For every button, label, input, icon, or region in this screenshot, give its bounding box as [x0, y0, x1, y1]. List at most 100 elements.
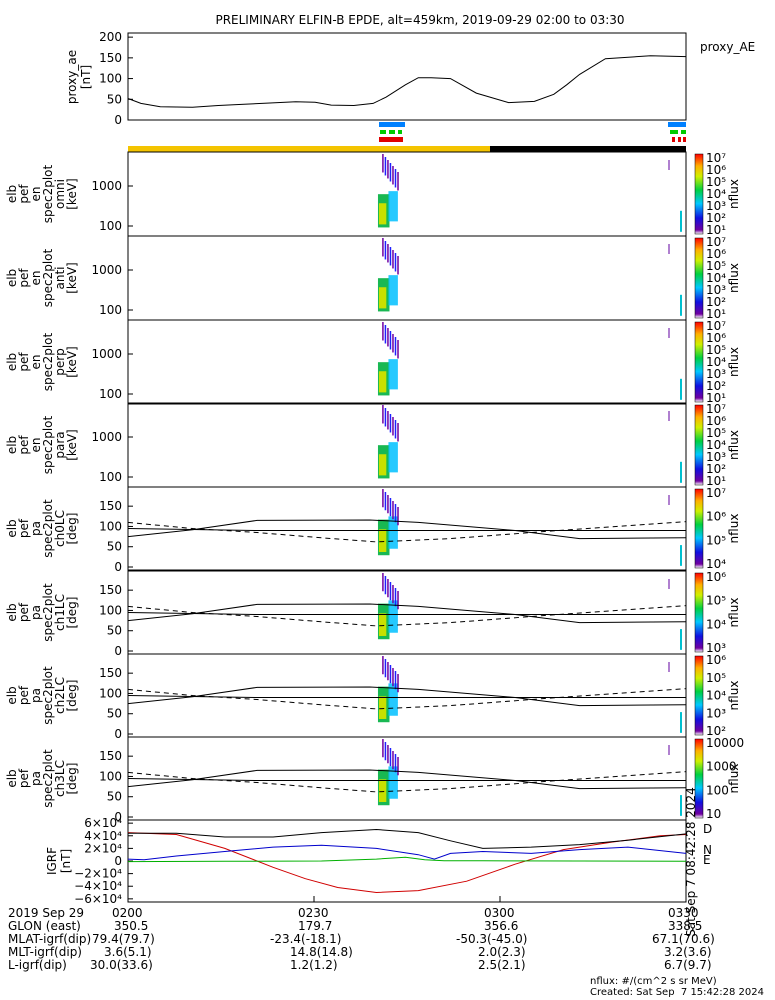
pa-ylabel: pa	[29, 605, 43, 620]
glon-0330: 338.5	[668, 919, 703, 933]
proxy-ae-ylabel: proxy_ae	[65, 50, 79, 104]
flux-streak	[387, 160, 389, 179]
energy-tick-100: 100	[99, 387, 122, 401]
pa-ylabel: [deg]	[65, 680, 79, 712]
flux-streak	[382, 405, 384, 424]
perp-line	[127, 612, 686, 615]
flux-streak	[389, 163, 392, 182]
flux-streak	[392, 668, 394, 687]
pa-ylabel: elb	[5, 603, 19, 621]
pa-tick: 0	[114, 727, 122, 741]
glon-0300: 356.6	[484, 919, 519, 933]
proxy-ae-unit: [nT]	[79, 65, 93, 89]
colorbar-4	[694, 488, 704, 569]
pa-ylabel: pa	[29, 521, 43, 536]
flux-streak	[394, 169, 397, 188]
flux-streak	[387, 579, 389, 598]
pa-tick: 100	[99, 769, 122, 783]
edge-flux	[680, 545, 682, 566]
energy-ylabel: elb	[5, 269, 19, 287]
flux-peak	[378, 203, 387, 225]
night-zone-bar	[490, 146, 686, 152]
colorbar-tick: 10⁷	[706, 319, 726, 333]
flux-peak	[378, 454, 387, 476]
pa-tick: 150	[99, 499, 122, 513]
flux-streak	[384, 576, 387, 595]
igrf-ytick: 2×10⁴	[84, 841, 122, 855]
colorbar-tick: 10³	[706, 283, 726, 297]
pa-ylabel: spec2plot	[41, 583, 55, 642]
igrf-ylabel: IGRF	[45, 847, 59, 875]
flux-peak	[378, 613, 387, 636]
pa-ylabel: spec2plot	[41, 666, 55, 725]
perp-line	[127, 778, 686, 781]
flux-streak	[392, 166, 394, 185]
colorbar-7	[694, 738, 704, 819]
pa-ylabel: pa	[29, 688, 43, 703]
flux-streak	[394, 671, 397, 690]
red-bar-2a	[672, 137, 675, 142]
colorbar-tick: 10³	[706, 199, 726, 213]
proxy-ae-legend: proxy_AE	[700, 40, 755, 54]
colorbar-tick: 10⁴	[706, 557, 726, 571]
energy-ylabel: pef	[17, 352, 31, 372]
footer-label-mlt: MLT-igrf(dip)	[8, 945, 82, 959]
flux-streak	[392, 417, 394, 436]
footer-label-date: 2019 Sep 29	[8, 906, 85, 920]
flux-streak	[382, 739, 384, 758]
flux-streak	[384, 659, 387, 678]
flux-tail	[388, 359, 398, 390]
flux-peak	[378, 779, 387, 802]
flux-streak	[397, 507, 399, 526]
fast-bar-2	[668, 122, 686, 127]
pa-panel-frame	[127, 653, 687, 738]
proxy-ae-ytick: 50	[107, 92, 122, 106]
flux-streak	[387, 745, 389, 764]
colorbar-tick: 10⁴	[706, 187, 726, 201]
colorbar-tick: 10¹	[706, 307, 726, 321]
flux-streak	[389, 748, 392, 767]
colorbar-label: nflux	[727, 598, 741, 628]
pa-ylabel: elb	[5, 519, 19, 537]
pa-ylabel: ch3LC	[53, 760, 67, 797]
energy-ylabel: perp	[53, 348, 67, 376]
footer-label-mlat: MLAT-igrf(dip)	[8, 932, 92, 946]
anti-loss-cone-line	[127, 771, 687, 793]
flux-streak	[382, 489, 384, 508]
colorbar-tick: 10⁴	[706, 617, 726, 631]
energy-tick-100: 100	[99, 219, 122, 233]
igrf-series-e	[127, 856, 687, 863]
flux-tail	[388, 442, 398, 473]
colorbar-tick: 10⁷	[706, 486, 726, 500]
colorbar-0	[694, 153, 704, 235]
pa-tick: 150	[99, 583, 122, 597]
pa-tick: 50	[107, 707, 122, 721]
energy-ylabel: [keV]	[65, 429, 79, 460]
flux-streak	[392, 585, 394, 604]
colorbar-2	[694, 321, 704, 403]
igrf-series-total	[128, 828, 687, 849]
flux-streak	[392, 751, 394, 770]
pa-tick: 100	[99, 603, 122, 617]
energy-ylabel: spec2plot	[41, 248, 55, 307]
edge-flux	[680, 712, 682, 733]
glon-0230: 179.7	[298, 919, 333, 933]
energy-ylabel: [keV]	[65, 178, 79, 209]
flux-streak	[397, 423, 399, 442]
colorbar-tick: 10³	[706, 706, 726, 720]
mlt-0200: 3.6(5.1)	[104, 945, 152, 959]
igrf-stamp: Sat Sep 7 08:42:28 2024	[684, 787, 698, 937]
flux-streak	[382, 573, 384, 592]
pa-ylabel: ch2LC	[53, 677, 67, 714]
pa-ylabel: [deg]	[65, 513, 79, 545]
pa-tick: 0	[114, 644, 122, 658]
pa-tick: 50	[107, 540, 122, 554]
colorbar-tick: 10⁵	[706, 426, 726, 440]
igrf-legend-e: E	[703, 853, 711, 867]
green-bar-2b	[681, 130, 686, 134]
flux-streak	[392, 250, 394, 269]
proxy-ae-frame	[127, 32, 687, 121]
pa-tick: 100	[99, 686, 122, 700]
edge-flux	[680, 378, 682, 400]
